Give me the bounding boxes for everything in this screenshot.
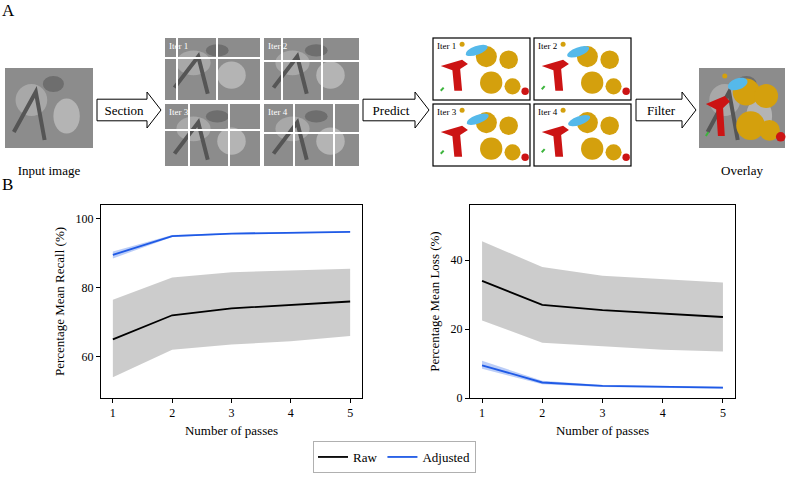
svg-text:Adjusted: Adjusted [422, 450, 469, 465]
svg-text:Overlay: Overlay [721, 163, 763, 178]
svg-text:80: 80 [82, 281, 94, 295]
svg-text:100: 100 [76, 212, 94, 226]
svg-text:4: 4 [660, 406, 666, 420]
svg-text:3: 3 [600, 406, 606, 420]
svg-text:60: 60 [82, 350, 94, 364]
svg-text:Percentage Mean Recall (%): Percentage Mean Recall (%) [52, 227, 67, 376]
svg-text:1: 1 [479, 406, 485, 420]
svg-text:4: 4 [288, 406, 294, 420]
svg-text:0: 0 [457, 391, 463, 405]
svg-text:5: 5 [720, 406, 726, 420]
svg-text:3: 3 [229, 406, 235, 420]
svg-text:Filter: Filter [647, 103, 676, 118]
svg-text:Iter 2: Iter 2 [268, 41, 287, 51]
svg-text:Percentage Mean Loss (%): Percentage Mean Loss (%) [427, 231, 442, 371]
svg-text:B: B [2, 175, 13, 194]
svg-text:1: 1 [110, 406, 116, 420]
svg-text:5: 5 [347, 406, 353, 420]
svg-text:2: 2 [169, 406, 175, 420]
svg-text:Iter 4: Iter 4 [268, 107, 288, 117]
svg-text:2: 2 [539, 406, 545, 420]
svg-text:Predict: Predict [373, 103, 410, 118]
svg-text:40: 40 [451, 253, 463, 267]
svg-text:Raw: Raw [353, 450, 377, 465]
svg-text:Section: Section [105, 103, 144, 118]
svg-text:Input image: Input image [18, 163, 81, 178]
svg-text:Number of passes: Number of passes [556, 423, 649, 438]
svg-text:Iter 4: Iter 4 [538, 107, 558, 117]
svg-text:20: 20 [451, 322, 463, 336]
svg-text:Iter 2: Iter 2 [538, 41, 557, 51]
svg-text:Iter 1: Iter 1 [169, 41, 188, 51]
svg-text:Iter 3: Iter 3 [437, 107, 457, 117]
svg-text:Number of passes: Number of passes [185, 423, 278, 438]
svg-text:A: A [2, 1, 15, 20]
svg-text:Iter 1: Iter 1 [437, 41, 456, 51]
svg-text:Iter 3: Iter 3 [169, 107, 189, 117]
